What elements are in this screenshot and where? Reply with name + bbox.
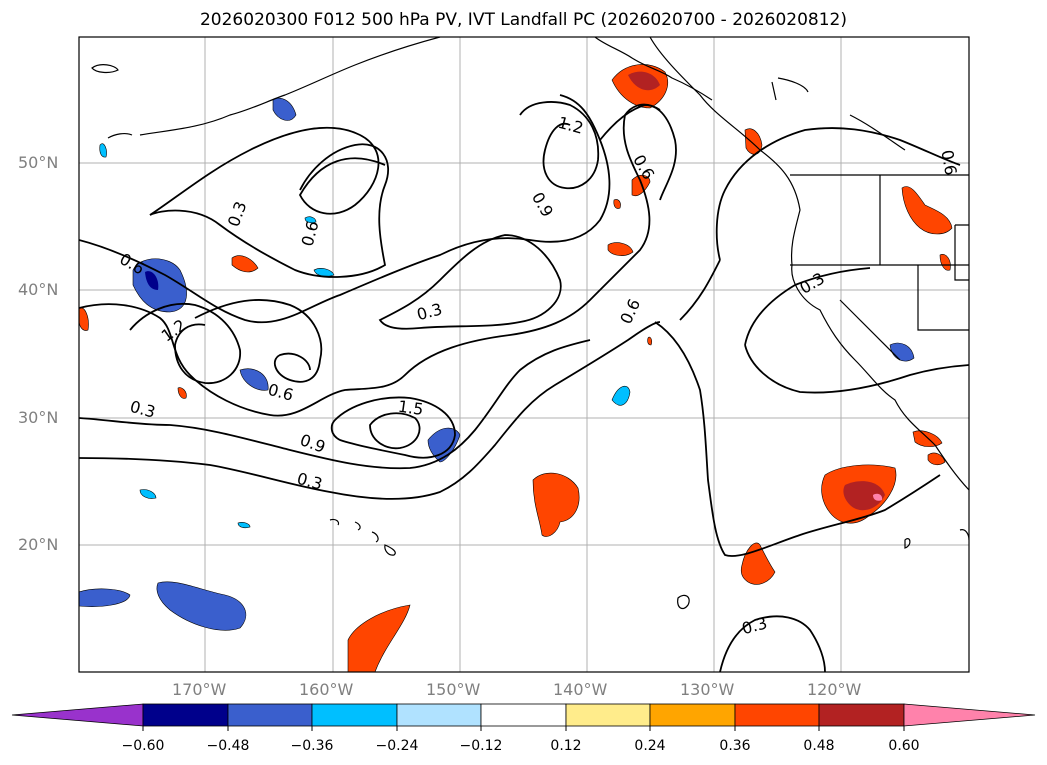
colorbar-tick-label: −0.12: [459, 738, 503, 754]
lat-label: 50°N: [18, 153, 59, 172]
colorbar-tick-label: −0.24: [375, 738, 419, 754]
colorbar-tick-label: 0.60: [888, 738, 920, 754]
lon-label: 130°W: [680, 680, 735, 699]
lon-label: 170°W: [172, 680, 227, 699]
colorbar-tick-label: 0.24: [634, 738, 666, 754]
lon-label: 160°W: [299, 680, 354, 699]
lon-label: 150°W: [426, 680, 481, 699]
colorbar-tick-label: −0.48: [206, 738, 250, 754]
map-background: [79, 37, 969, 672]
map-frame: [78, 36, 970, 673]
colorbar-tick-label: 0.12: [550, 738, 582, 754]
colorbar-tick-label: −0.36: [290, 738, 334, 754]
colorbar: [11, 703, 1036, 731]
coastline-and-borders: [91, 37, 969, 610]
map-title: 2026020300 F012 500 hPa PV, IVT Landfall…: [199, 10, 847, 30]
colorbar-extend-high: [903, 703, 1036, 727]
pv-contours: [79, 94, 969, 672]
lon-label: 120°W: [807, 680, 862, 699]
colorbar-tick-label: −0.60: [121, 738, 165, 754]
colorbar-tick-label: 0.36: [719, 738, 751, 754]
lat-label: 40°N: [18, 280, 59, 299]
lat-label: 20°N: [18, 535, 59, 554]
negative-pv-shading: [79, 97, 915, 631]
lat-label: 30°N: [18, 408, 59, 427]
contour-label: 0.6: [937, 148, 960, 176]
lon-label: 140°W: [553, 680, 608, 699]
gridlines: [79, 37, 969, 672]
positive-pv-shading: [79, 64, 953, 672]
contour-label: 1.5: [397, 397, 425, 419]
colorbar-tick-label: 0.48: [803, 738, 835, 754]
colorbar-extend-low: [11, 703, 144, 727]
